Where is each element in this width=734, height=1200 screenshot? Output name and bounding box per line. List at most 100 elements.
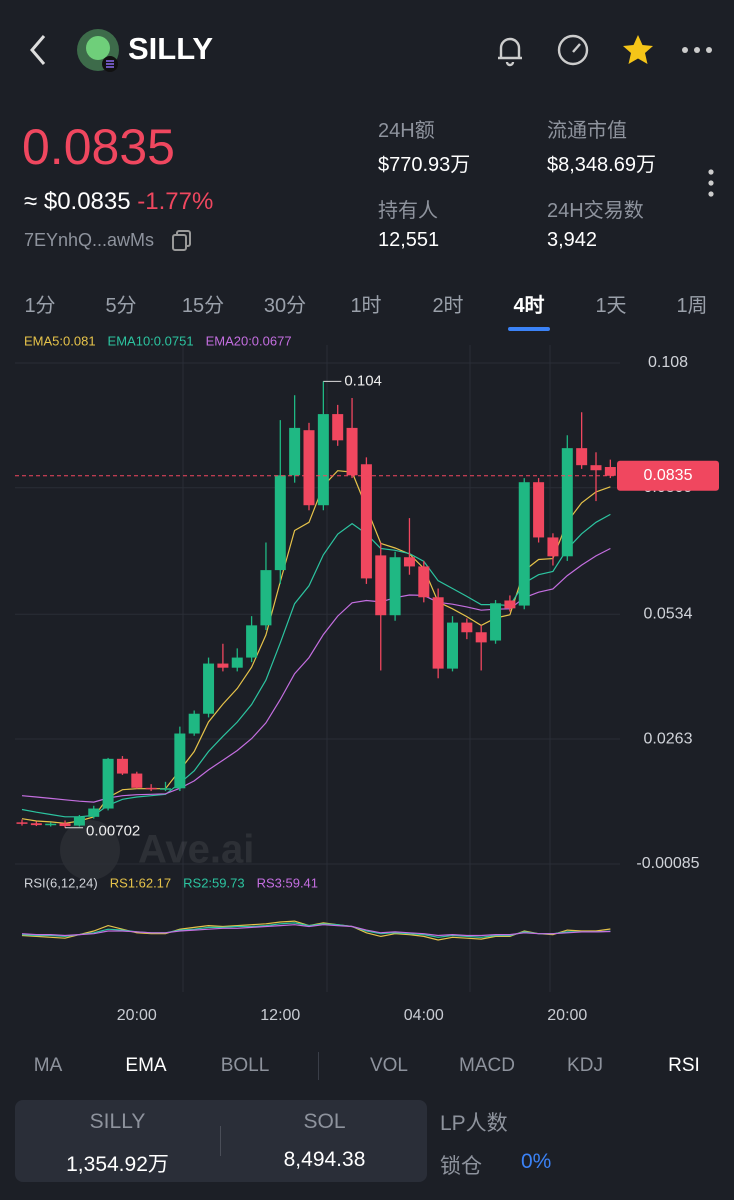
indicator-tab[interactable]: MA xyxy=(33,1055,63,1076)
more-menu[interactable] xyxy=(680,40,714,60)
legend-entry: RSI(6,12,24) xyxy=(24,875,98,890)
pool-base: SOL xyxy=(303,1110,346,1133)
candle-body xyxy=(145,787,157,790)
timeframe-tab[interactable]: 1分 xyxy=(24,295,56,317)
divider xyxy=(318,1052,319,1080)
active-underline xyxy=(508,327,550,331)
gauge-icon[interactable] xyxy=(555,32,591,68)
chart: Ave.ai 0.1080.08090.05340.0263-0.0008520… xyxy=(15,333,719,1024)
timeframe-tab[interactable]: 1时 xyxy=(350,295,382,317)
candle-body xyxy=(16,822,28,824)
candle-body xyxy=(432,597,444,669)
candle-body xyxy=(59,823,71,827)
candle-body xyxy=(504,600,516,609)
token-title: SILLY xyxy=(128,31,213,66)
indicator-tab[interactable]: MACD xyxy=(459,1055,515,1076)
indicator-tab[interactable]: VOL xyxy=(369,1055,409,1076)
candle-body xyxy=(518,482,530,606)
timeframe-tab[interactable]: 2时 xyxy=(432,295,464,317)
stat-value: $770.93万 xyxy=(378,154,471,176)
watermark-text: Ave.ai xyxy=(138,828,254,872)
stat-value: $8,348.69万 xyxy=(547,154,656,176)
lp-label: LP人数 xyxy=(440,1112,508,1135)
price-tag-label: 0.0835 xyxy=(644,467,693,484)
stat-value: 3,942 xyxy=(547,229,598,251)
candle-body xyxy=(332,414,344,441)
candle-body xyxy=(174,733,186,789)
candle-body xyxy=(403,557,415,567)
bell-icon[interactable] xyxy=(492,32,528,68)
indicator-tab[interactable]: EMA xyxy=(125,1055,167,1076)
price-usd-text: ≈ $0.0835 xyxy=(24,188,131,215)
candle-body xyxy=(88,808,100,817)
legend-entry: RS2:59.73 xyxy=(183,875,244,890)
candle-body xyxy=(590,465,602,471)
y-tick-label: 0.0263 xyxy=(644,730,693,747)
indicator-tab[interactable]: RSI xyxy=(668,1055,700,1076)
candle-body xyxy=(303,430,315,506)
pool-token: SILLY xyxy=(89,1110,146,1133)
candle-body xyxy=(576,448,588,466)
candle-body xyxy=(116,758,128,774)
candle-body xyxy=(274,475,286,571)
x-tick-label: 04:00 xyxy=(404,1007,444,1024)
legend-entry: EMA10:0.0751 xyxy=(108,333,194,348)
rsi-line xyxy=(21,924,611,937)
indicator-tab[interactable]: KDJ xyxy=(567,1055,603,1076)
candle-body xyxy=(260,570,272,626)
token-address[interactable]: 7EYnhQ...awMs xyxy=(24,230,155,250)
stat-label: 流通市值 xyxy=(547,120,627,142)
indicator-tab[interactable]: BOLL xyxy=(220,1055,270,1076)
stats-menu[interactable] xyxy=(704,168,718,200)
candle-body xyxy=(475,632,487,643)
stat-label: 持有人 xyxy=(378,200,438,222)
candle-body xyxy=(231,657,243,668)
candle-body xyxy=(447,622,458,669)
high-label: 0.104 xyxy=(344,372,382,389)
y-tick-label: 0.0534 xyxy=(644,606,693,623)
x-tick-label: 20:00 xyxy=(117,1007,157,1024)
y-tick-label: -0.00085 xyxy=(636,855,699,872)
candle-body xyxy=(188,713,200,734)
copy-icon[interactable] xyxy=(170,228,194,252)
timeframe-tab[interactable]: 1周 xyxy=(676,295,708,317)
stat-label: 24H额 xyxy=(378,120,435,142)
candle-body xyxy=(561,448,573,557)
candle-body xyxy=(375,555,387,616)
y-tick-label: 0.108 xyxy=(648,354,688,371)
candle-body xyxy=(418,566,430,598)
candle-body xyxy=(461,622,473,633)
pool-token-amount: 1,354.92万 xyxy=(66,1153,169,1176)
legend-entry: EMA5:0.081 xyxy=(24,333,96,348)
candle-body xyxy=(533,482,545,538)
stat-label: 24H交易数 xyxy=(547,200,644,222)
timeframe-tab[interactable]: 5分 xyxy=(105,295,137,317)
timeframe-tab[interactable]: 1天 xyxy=(595,295,627,317)
price-tag xyxy=(617,460,719,491)
candle-body xyxy=(203,663,215,714)
timeframe-tab[interactable]: 15分 xyxy=(181,295,225,317)
price-usd: ≈ $0.0835 -1.77% xyxy=(24,188,213,216)
candle-body xyxy=(490,603,502,641)
candle-body xyxy=(102,758,114,809)
legend-entry: EMA20:0.0677 xyxy=(206,333,292,348)
price: 0.0835 xyxy=(22,119,175,175)
low-label: 0.00702 xyxy=(86,823,140,840)
x-tick-label: 12:00 xyxy=(260,1007,300,1024)
watermark-logo xyxy=(60,820,120,880)
candle-body xyxy=(217,663,229,668)
candle-body xyxy=(389,557,401,616)
candle-body xyxy=(160,788,171,790)
candle-body xyxy=(45,823,57,826)
timeframe-tab[interactable]: 4时 xyxy=(513,295,545,317)
stat-value: 12,551 xyxy=(378,229,440,251)
vertical-grid xyxy=(182,345,551,992)
back-button[interactable] xyxy=(24,32,52,68)
candle-body xyxy=(547,537,559,557)
favorite-star[interactable] xyxy=(620,32,656,68)
timeframe-tab[interactable]: 30分 xyxy=(263,295,307,317)
token-avatar xyxy=(77,29,119,72)
candle-body xyxy=(346,427,358,476)
lock-label: 锁仓 xyxy=(440,1155,482,1178)
